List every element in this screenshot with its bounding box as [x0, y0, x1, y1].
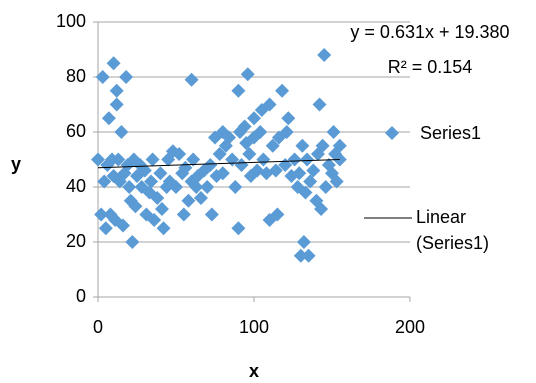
- point: [145, 152, 160, 167]
- point: [172, 147, 187, 161]
- r-squared: R² = 0.154: [388, 57, 473, 77]
- point: [101, 111, 116, 126]
- point: [231, 83, 246, 98]
- point: [318, 180, 333, 194]
- point: [314, 202, 329, 216]
- point: [262, 97, 277, 112]
- point: [203, 158, 218, 172]
- point: [222, 130, 237, 145]
- point: [212, 147, 227, 161]
- point: [242, 147, 257, 161]
- x-axis-label: x: [249, 361, 259, 381]
- point: [186, 152, 201, 167]
- point: [137, 163, 152, 178]
- point: [193, 191, 208, 205]
- point: [95, 70, 110, 84]
- y-axis-label: y: [11, 154, 21, 174]
- point: [287, 152, 302, 167]
- x-tick-label: 100: [239, 317, 269, 337]
- point: [329, 174, 344, 189]
- point: [114, 125, 129, 139]
- point: [268, 163, 283, 178]
- point: [234, 158, 249, 172]
- legend-text-box: Linear (Series1): [416, 207, 490, 253]
- legend-label: Linear (Series1): [416, 207, 490, 253]
- point: [200, 180, 215, 194]
- point: [109, 97, 124, 112]
- point: [301, 248, 316, 263]
- point: [128, 199, 143, 214]
- point: [147, 213, 162, 227]
- point: [312, 97, 327, 112]
- point: [300, 152, 315, 167]
- point: [296, 235, 311, 249]
- point: [156, 221, 171, 236]
- point: [228, 180, 243, 194]
- point: [106, 56, 121, 71]
- point: [306, 163, 321, 178]
- point: [144, 174, 159, 189]
- point: [270, 207, 285, 222]
- point: [215, 166, 230, 181]
- point: [119, 70, 134, 84]
- plot-layer: [91, 21, 411, 302]
- point: [247, 111, 261, 126]
- point: [298, 185, 313, 200]
- point: [253, 125, 268, 139]
- trend-equation: y = 0.631x + 19.380: [350, 22, 509, 42]
- point: [97, 174, 112, 189]
- point: [332, 138, 347, 153]
- point: [237, 119, 252, 134]
- point: [153, 166, 168, 181]
- y-tick-label: 0: [76, 286, 86, 306]
- point: [317, 48, 332, 62]
- point: [315, 138, 330, 153]
- point: [181, 193, 196, 208]
- legend-marker: [385, 126, 399, 140]
- point: [91, 152, 105, 167]
- point: [256, 152, 271, 167]
- point: [265, 138, 280, 153]
- point: [184, 72, 199, 87]
- legend-label: Series1: [420, 123, 481, 143]
- point: [94, 207, 109, 222]
- point: [326, 125, 341, 139]
- point: [117, 166, 132, 181]
- x-tick-label: 200: [395, 317, 425, 337]
- point: [109, 83, 124, 98]
- point: [169, 180, 183, 194]
- point: [150, 191, 165, 205]
- trendline: [97, 159, 340, 169]
- point: [295, 138, 310, 153]
- y-tick-label: 80: [66, 66, 86, 86]
- point: [189, 180, 204, 194]
- y-tick-label: 20: [66, 231, 86, 251]
- point: [111, 152, 126, 167]
- x-tick-label: 0: [93, 317, 103, 337]
- point: [303, 174, 318, 189]
- point: [240, 67, 255, 82]
- point: [154, 202, 169, 216]
- point: [275, 83, 290, 98]
- point: [176, 207, 191, 222]
- point: [231, 221, 246, 236]
- point: [279, 125, 294, 139]
- point: [293, 248, 308, 263]
- point: [125, 235, 140, 249]
- y-tick-label: 60: [66, 121, 86, 141]
- point: [204, 207, 219, 222]
- y-tick-label: 40: [66, 176, 86, 196]
- point: [115, 218, 130, 233]
- point: [122, 180, 137, 194]
- point: [281, 111, 296, 126]
- point: [98, 221, 113, 236]
- y-tick-label: 100: [56, 11, 86, 31]
- point: [292, 166, 307, 181]
